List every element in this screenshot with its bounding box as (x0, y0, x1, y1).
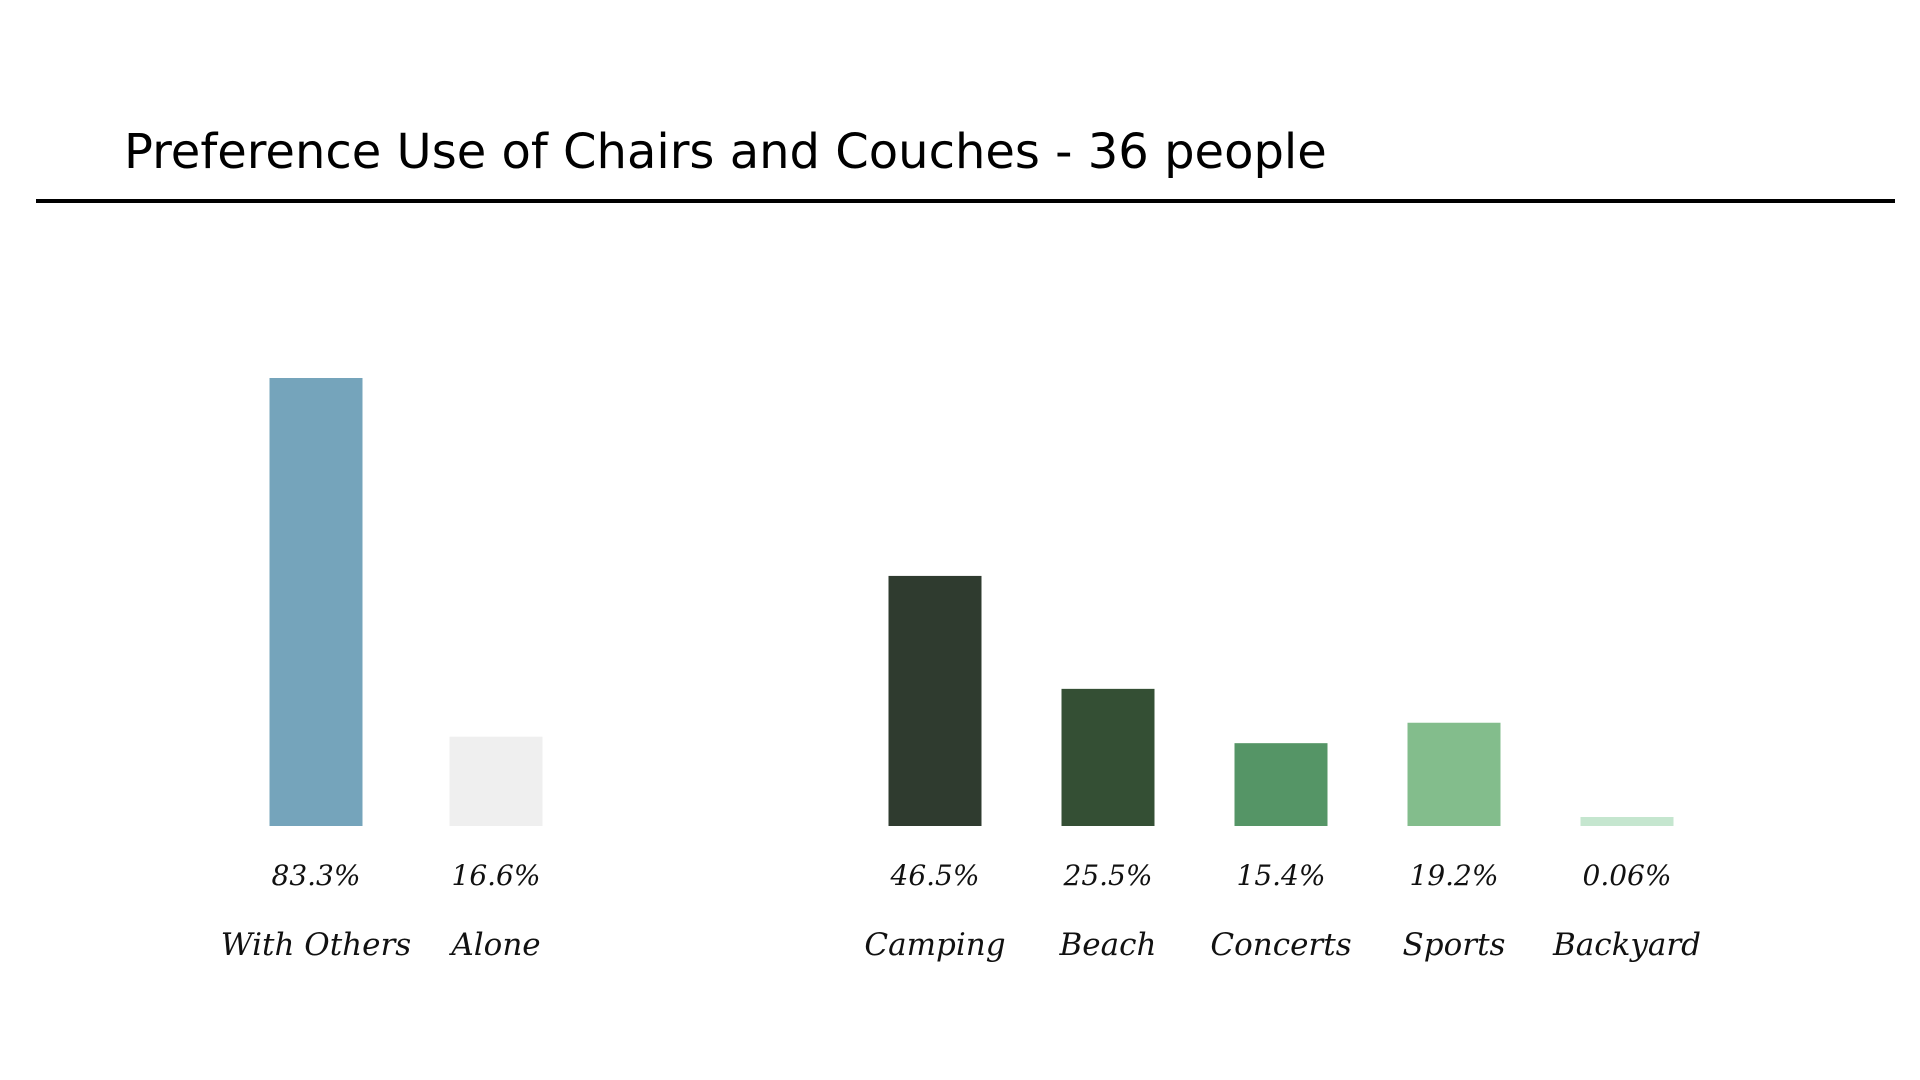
bar-beach (1061, 688, 1155, 826)
category-label-alone: Alone (448, 927, 540, 963)
value-label-beach: 25.5% (1063, 859, 1153, 892)
value-label-backyard: 0.06% (1583, 859, 1672, 892)
category-label-with-others: With Others (221, 927, 411, 963)
bar-alone (449, 736, 543, 826)
category-label-beach: Beach (1059, 927, 1157, 963)
value-label-with-others: 83.3% (272, 859, 361, 892)
bar-concerts (1234, 743, 1328, 826)
bar-camping (888, 575, 982, 826)
category-label-sports: Sports (1403, 927, 1506, 963)
category-label-concerts: Concerts (1210, 927, 1351, 963)
bar-with-others (269, 378, 363, 826)
value-label-camping: 46.5% (890, 859, 980, 892)
bar-sports (1407, 722, 1501, 826)
value-label-alone: 16.6% (452, 859, 541, 892)
value-label-concerts: 15.4% (1237, 859, 1326, 892)
category-label-camping: Camping (864, 927, 1005, 963)
title-underline (36, 199, 1895, 203)
chart-title: Preference Use of Chairs and Couches - 3… (124, 124, 1327, 180)
bar-backyard (1580, 817, 1674, 826)
category-label-backyard: Backyard (1552, 927, 1701, 963)
value-label-sports: 19.2% (1410, 859, 1499, 892)
